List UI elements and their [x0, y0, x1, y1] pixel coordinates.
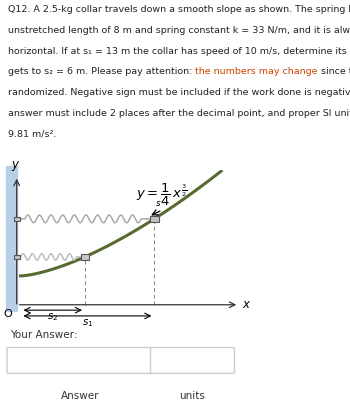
Text: $x$: $x$ [242, 298, 251, 311]
Text: the numbers may change: the numbers may change [195, 68, 317, 77]
Text: 9.81 m/s².: 9.81 m/s². [8, 130, 56, 139]
Text: $y = \dfrac{1}{4}\,x^{\frac{3}{2}}$: $y = \dfrac{1}{4}\,x^{\frac{3}{2}}$ [136, 181, 188, 208]
Text: units: units [180, 391, 205, 401]
FancyBboxPatch shape [81, 254, 89, 260]
Text: Answer: Answer [61, 391, 100, 401]
Text: O: O [4, 309, 12, 319]
Text: horizontal. If at s₁ = 13 m the collar has speed of 10 m/s, determine its speed : horizontal. If at s₁ = 13 m the collar h… [8, 47, 350, 56]
Text: gets to s₂ = 6 m. Please pay attention:: gets to s₂ = 6 m. Please pay attention: [8, 68, 195, 77]
FancyBboxPatch shape [150, 347, 234, 373]
FancyBboxPatch shape [7, 347, 154, 373]
Text: unstretched length of 8 m and spring constant k = 33 N/m, and it is always: unstretched length of 8 m and spring con… [8, 26, 350, 35]
Text: $s$: $s$ [155, 199, 161, 208]
FancyBboxPatch shape [14, 217, 20, 221]
Text: randomized. Negative sign must be included if the work done is negative. Your: randomized. Negative sign must be includ… [8, 88, 350, 97]
Text: Q12. A 2.5-kg collar travels down a smooth slope as shown. The spring has: Q12. A 2.5-kg collar travels down a smoo… [8, 5, 350, 14]
FancyBboxPatch shape [150, 215, 159, 222]
Text: $s_2$: $s_2$ [47, 312, 58, 324]
FancyBboxPatch shape [14, 255, 20, 259]
Text: Your Answer:: Your Answer: [10, 330, 78, 341]
Text: $y$: $y$ [11, 159, 20, 173]
Text: $s_1$: $s_1$ [82, 318, 93, 329]
Text: answer must include 2 places after the decimal point, and proper SI unit. Take g: answer must include 2 places after the d… [8, 109, 350, 118]
Bar [6, 166, 17, 311]
Text: since they are: since they are [317, 68, 350, 77]
